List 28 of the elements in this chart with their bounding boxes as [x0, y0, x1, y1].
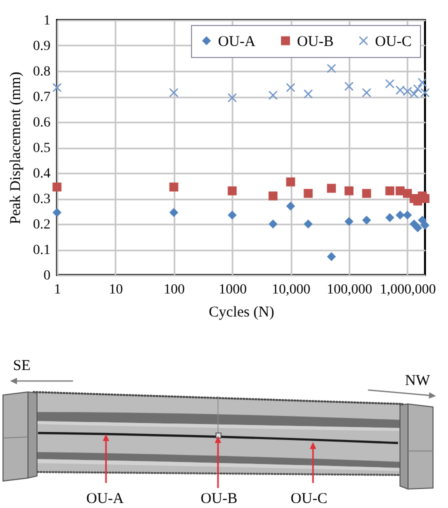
- text: OU-B: [200, 491, 238, 507]
- x-tick-label: 10: [108, 282, 123, 298]
- x-tick-label: 10,000: [272, 282, 310, 298]
- y-tick-label: 0.5: [33, 141, 50, 156]
- x-tick-label: 100,000: [326, 282, 372, 298]
- text: OU-C: [290, 491, 328, 507]
- legend-label: OU-A: [218, 34, 256, 50]
- x-axis-title: Cycles (N): [208, 304, 274, 320]
- y-tick-label: 0.3: [33, 192, 50, 207]
- y-tick-label: 0: [44, 268, 50, 284]
- y-tick-label: 0.8: [33, 64, 50, 80]
- y-axis-title: Peak Displacement (mm): [8, 72, 24, 224]
- legend-label: OU-B: [297, 34, 334, 50]
- x-tick-label: 100: [164, 282, 185, 298]
- x-tick-label: 1,000,000: [380, 282, 436, 298]
- y-tick-label: 1: [44, 14, 50, 28]
- legend-label: OU-C: [375, 34, 412, 50]
- text: SE: [13, 358, 31, 374]
- y-tick-label: 0.9: [33, 39, 50, 54]
- y-tick-label: 0.2: [33, 218, 50, 232]
- y-tick-label: 0.4: [33, 166, 50, 182]
- y-tick-label: 0.6: [33, 116, 50, 130]
- text: NW: [405, 373, 431, 389]
- y-tick-label: 0.1: [33, 243, 50, 258]
- x-tick-label: 1: [54, 282, 61, 298]
- y-tick-label: 0.7: [33, 90, 50, 105]
- x-tick-label: 1000: [218, 282, 247, 298]
- text: OU-A: [86, 491, 124, 507]
